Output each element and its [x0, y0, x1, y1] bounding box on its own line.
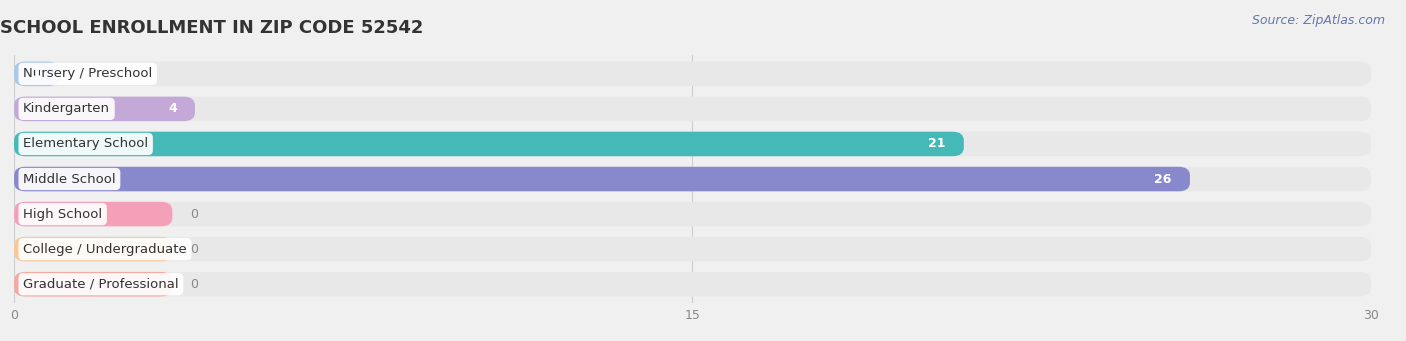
Text: Kindergarten: Kindergarten	[22, 102, 110, 115]
Text: College / Undergraduate: College / Undergraduate	[22, 243, 187, 256]
FancyBboxPatch shape	[14, 202, 1371, 226]
FancyBboxPatch shape	[14, 132, 965, 156]
Text: Graduate / Professional: Graduate / Professional	[22, 278, 179, 291]
Text: 21: 21	[928, 137, 946, 150]
Text: 4: 4	[169, 102, 177, 115]
FancyBboxPatch shape	[14, 97, 195, 121]
FancyBboxPatch shape	[14, 272, 1371, 296]
Text: Source: ZipAtlas.com: Source: ZipAtlas.com	[1251, 14, 1385, 27]
Text: High School: High School	[22, 208, 103, 221]
Text: 1: 1	[32, 67, 41, 80]
FancyBboxPatch shape	[14, 237, 173, 262]
Text: 26: 26	[1154, 173, 1171, 186]
FancyBboxPatch shape	[14, 167, 1189, 191]
FancyBboxPatch shape	[14, 202, 173, 226]
Text: SCHOOL ENROLLMENT IN ZIP CODE 52542: SCHOOL ENROLLMENT IN ZIP CODE 52542	[0, 19, 423, 37]
Text: 0: 0	[190, 208, 198, 221]
FancyBboxPatch shape	[14, 62, 59, 86]
FancyBboxPatch shape	[14, 132, 1371, 156]
FancyBboxPatch shape	[14, 97, 1371, 121]
FancyBboxPatch shape	[14, 237, 1371, 262]
FancyBboxPatch shape	[14, 167, 1371, 191]
Text: Middle School: Middle School	[22, 173, 115, 186]
Text: 0: 0	[190, 243, 198, 256]
FancyBboxPatch shape	[14, 62, 1371, 86]
FancyBboxPatch shape	[14, 272, 173, 296]
Text: Elementary School: Elementary School	[22, 137, 148, 150]
Text: 0: 0	[190, 278, 198, 291]
Text: Nursery / Preschool: Nursery / Preschool	[22, 67, 152, 80]
